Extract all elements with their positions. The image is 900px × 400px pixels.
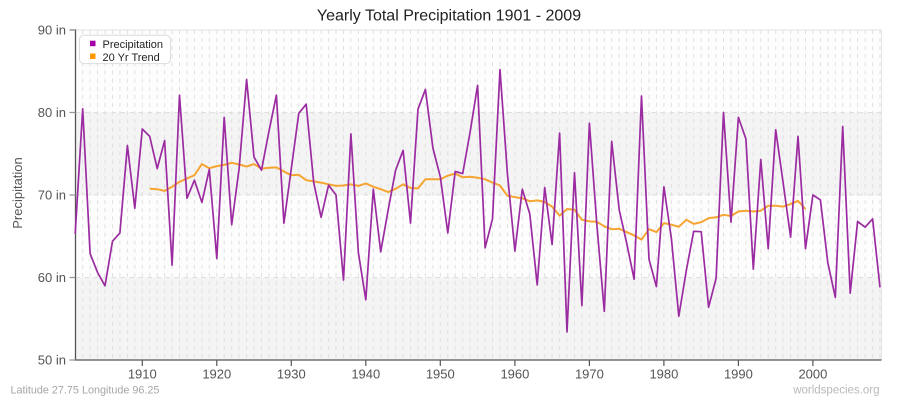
svg-text:1910: 1910	[128, 367, 157, 382]
svg-text:1990: 1990	[724, 367, 753, 382]
svg-text:1920: 1920	[202, 367, 231, 382]
svg-text:50 in: 50 in	[38, 353, 66, 368]
svg-text:1950: 1950	[426, 367, 455, 382]
svg-text:Precipitation: Precipitation	[103, 39, 164, 51]
svg-text:1960: 1960	[500, 367, 529, 382]
svg-text:80 in: 80 in	[38, 105, 66, 120]
svg-text:90 in: 90 in	[38, 23, 66, 38]
svg-text:70 in: 70 in	[38, 188, 66, 203]
svg-text:60 in: 60 in	[38, 270, 66, 285]
svg-text:1940: 1940	[351, 367, 380, 382]
svg-text:Latitude 27.75 Longitude 96.25: Latitude 27.75 Longitude 96.25	[11, 385, 160, 397]
svg-text:2000: 2000	[798, 367, 827, 382]
svg-text:1970: 1970	[575, 367, 604, 382]
svg-text:20 Yr Trend: 20 Yr Trend	[103, 52, 160, 64]
svg-text:Yearly Total Precipitation 190: Yearly Total Precipitation 1901 - 2009	[317, 8, 581, 25]
svg-text:1930: 1930	[277, 367, 306, 382]
svg-text:1980: 1980	[649, 367, 678, 382]
svg-text:Precipitation: Precipitation	[10, 157, 25, 229]
svg-text:worldspecies.org: worldspecies.org	[792, 385, 879, 397]
